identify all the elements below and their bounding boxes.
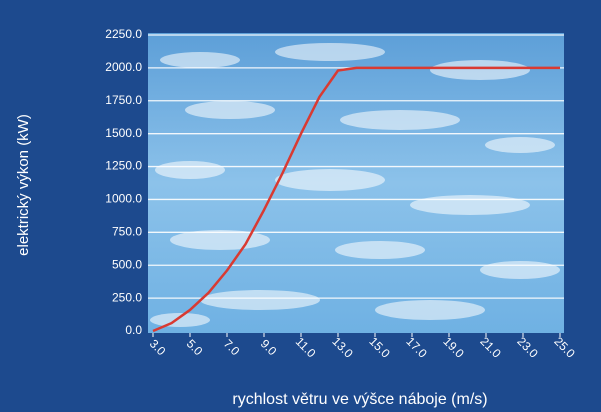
y-tick-label: 1000.0 xyxy=(105,192,142,206)
y-tick-label: 0.0 xyxy=(125,323,142,337)
y-tick-label: 2000.0 xyxy=(105,60,142,74)
y-axis-label: elektrický výkon (kW) xyxy=(15,114,32,256)
y-tick-label: 500.0 xyxy=(112,257,142,271)
chart: elektrický výkon (kW) rychlost větru ve … xyxy=(0,0,601,412)
y-tick-label: 1250.0 xyxy=(105,159,142,173)
y-tick-label: 250.0 xyxy=(112,290,142,304)
y-tick-label: 1500.0 xyxy=(105,126,142,140)
y-tick-label: 750.0 xyxy=(112,225,142,239)
x-axis-label: rychlost větru ve výšce náboje (m/s) xyxy=(232,391,487,408)
y-tick-label: 2250.0 xyxy=(105,27,142,41)
y-tick-label: 1750.0 xyxy=(105,93,142,107)
